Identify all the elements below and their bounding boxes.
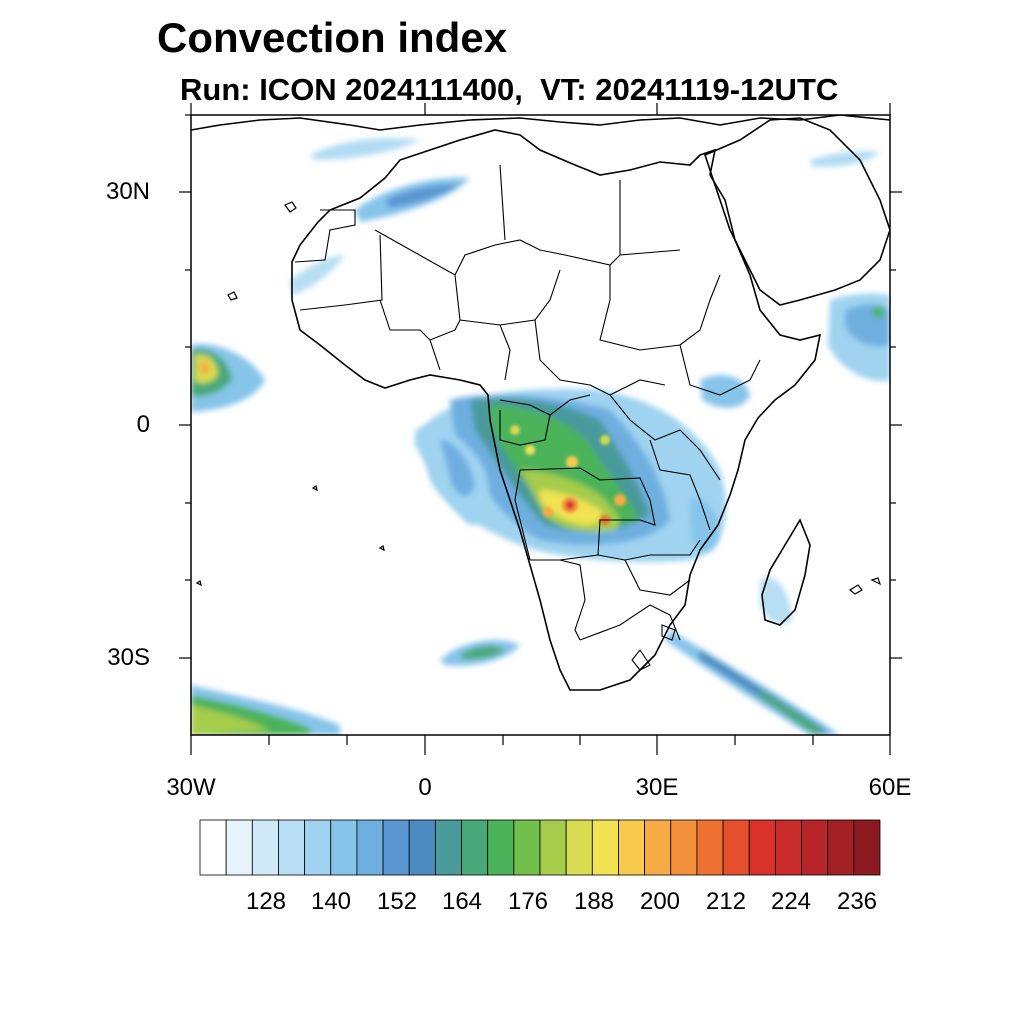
colorbar-swatch: [278, 819, 306, 876]
colorbar-swatch: [618, 819, 646, 876]
colorbar-swatch: [853, 819, 881, 876]
colorbar-label: 200: [639, 888, 681, 915]
colorbar-swatch: [408, 819, 436, 876]
convection-blob-south-atlantic: [440, 640, 520, 666]
colorbar-swatch: [225, 819, 253, 876]
africa-coastline: [291, 129, 822, 691]
islands: [195, 201, 882, 595]
colorbar-swatch: [670, 819, 698, 876]
lat-label-30s: 30S: [107, 644, 150, 671]
colorbar-swatch: [199, 819, 227, 876]
map-title: Convection index: [157, 14, 508, 61]
colorbar-swatch: [356, 819, 384, 876]
colorbar-swatch: [827, 819, 855, 876]
colorbar-label: 188: [573, 888, 615, 915]
convection-band-southeast: [665, 630, 840, 735]
lon-label-30w: 30W: [166, 774, 216, 801]
colorbar-swatch: [696, 819, 724, 876]
convection-blob-atlantic-west: [191, 344, 265, 412]
convection-field: [191, 138, 890, 735]
country-borders: [294, 164, 761, 671]
convection-hotspots: [510, 425, 626, 525]
colorbar: [199, 819, 881, 876]
lat-label-0: 0: [136, 411, 150, 438]
colorbar-swatch: [251, 819, 279, 876]
coastlines: [191, 115, 890, 691]
lat-label-30n: 30N: [105, 178, 150, 205]
arabia-coastline: [704, 117, 890, 306]
colorbar-swatch: [304, 819, 332, 876]
colorbar-label: 224: [770, 888, 812, 915]
colorbar-swatch: [330, 819, 358, 876]
colorbar-swatch: [487, 819, 515, 876]
colorbar-swatch: [382, 819, 410, 876]
colorbar-label: 152: [376, 888, 418, 915]
map-subtitle: Run: ICON 2024111400, VT: 20241119-12UTC: [180, 72, 839, 107]
colorbar-swatch: [434, 819, 462, 876]
convection-plume-west: [415, 427, 490, 525]
colorbar-label: 212: [705, 888, 747, 915]
lon-label-0: 0: [418, 774, 432, 801]
colorbar-label: 128: [245, 888, 287, 915]
convection-east-africa: [690, 293, 890, 625]
colorbar-swatch: [591, 819, 619, 876]
colorbar-swatch: [801, 819, 829, 876]
lon-label-30e: 30E: [635, 774, 679, 801]
colorbar-swatch: [513, 819, 541, 876]
colorbar-swatch: [774, 819, 802, 876]
colorbar-label: 140: [310, 888, 352, 915]
colorbar-swatch: [748, 819, 776, 876]
europe-coastline: [191, 115, 890, 131]
convection-band-north: [290, 138, 880, 295]
colorbar-swatch: [539, 819, 567, 876]
colorbar-label: 164: [441, 888, 483, 915]
madagascar-coastline: [761, 518, 811, 626]
convection-band-southwest: [191, 685, 340, 735]
colorbar-label: 236: [836, 888, 878, 915]
colorbar-label: 176: [507, 888, 549, 915]
lon-label-60e: 60E: [868, 774, 912, 801]
colorbar-swatch: [461, 819, 489, 876]
axis-ticks: [179, 103, 902, 755]
colorbar-swatch: [644, 819, 672, 876]
colorbar-swatch: [722, 819, 750, 876]
colorbar-swatch: [565, 819, 593, 876]
